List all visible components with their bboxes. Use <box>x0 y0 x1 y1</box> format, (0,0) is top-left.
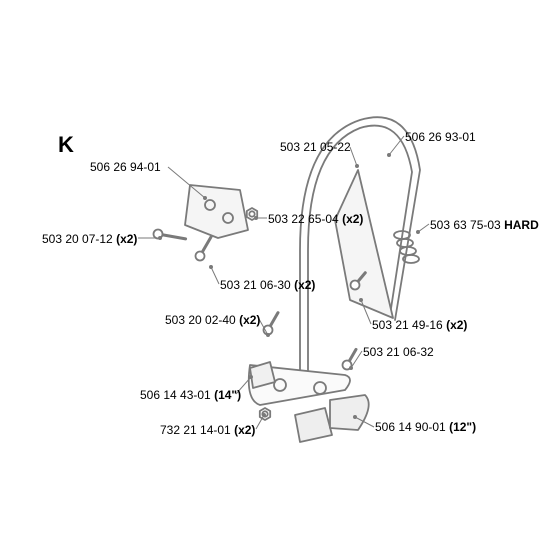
part-suffix: (12") <box>446 420 476 434</box>
part-suffix: HARD <box>501 218 539 232</box>
part-number: 503 21 06-30 <box>220 278 291 292</box>
part-suffix: (x2) <box>231 423 256 437</box>
part-label-p1: 506 26 94-01 <box>90 160 161 174</box>
part-label-p11: 503 21 49-16 (x2) <box>372 318 467 332</box>
part-label-p2: 503 20 07-12 (x2) <box>42 232 137 246</box>
part-label-p5: 503 20 02-40 (x2) <box>165 313 260 327</box>
part-label-p12: 503 21 06-32 <box>363 345 434 359</box>
part-label-p10: 503 63 75-03 HARD <box>430 218 539 232</box>
parts-diagram: { "section_letter": "K", "section_letter… <box>0 0 560 560</box>
part-label-p13: 506 14 90-01 (12") <box>375 420 476 434</box>
part-suffix: (x2) <box>291 278 316 292</box>
part-suffix: (x2) <box>339 212 364 226</box>
part-label-p8: 503 21 05-22 <box>280 140 351 154</box>
part-label-p3: 503 22 65-04 (x2) <box>268 212 363 226</box>
part-number: 503 21 06-32 <box>363 345 434 359</box>
part-number: 506 26 93-01 <box>405 130 476 144</box>
part-label-p7: 732 21 14-01 (x2) <box>160 423 255 437</box>
part-number: 503 21 05-22 <box>280 140 351 154</box>
part-suffix: (14") <box>211 388 241 402</box>
part-number: 503 20 02-40 <box>165 313 236 327</box>
part-suffix: (x2) <box>236 313 261 327</box>
part-number: 503 63 75-03 <box>430 218 501 232</box>
part-suffix: (x2) <box>113 232 138 246</box>
part-number: 503 21 49-16 <box>372 318 443 332</box>
part-number: 503 20 07-12 <box>42 232 113 246</box>
part-label-p6: 506 14 43-01 (14") <box>140 388 241 402</box>
part-number: 506 14 43-01 <box>140 388 211 402</box>
part-number: 732 21 14-01 <box>160 423 231 437</box>
part-suffix: (x2) <box>443 318 468 332</box>
part-number: 506 14 90-01 <box>375 420 446 434</box>
part-label-p9: 506 26 93-01 <box>405 130 476 144</box>
part-number: 506 26 94-01 <box>90 160 161 174</box>
part-number: 503 22 65-04 <box>268 212 339 226</box>
part-label-p4: 503 21 06-30 (x2) <box>220 278 315 292</box>
